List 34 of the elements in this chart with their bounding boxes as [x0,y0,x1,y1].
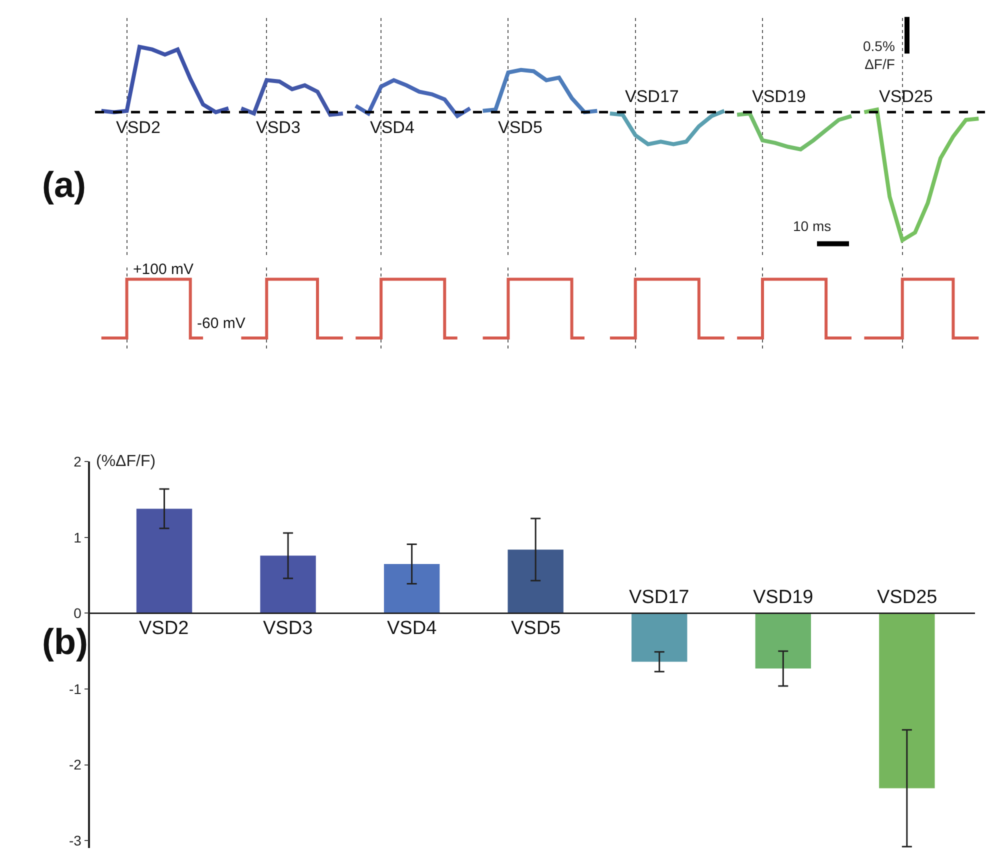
text: (a) [42,164,86,205]
y-tick-label: -1 [68,680,82,697]
bar [879,613,935,788]
annotation: 0.5% ΔF/F [863,38,895,72]
y-tick-label: -2 [68,756,82,773]
annotation: -60 mV [197,315,246,332]
bar [260,556,316,614]
text: +100 mV [133,261,194,278]
bar [384,564,440,614]
series-label: VSD19 [752,87,806,106]
bar [632,613,688,662]
x-tick-label: VSD2 [139,618,189,639]
x-tick-label: VSD3 [263,618,313,639]
x-tick-label: VSD17 [629,587,690,608]
bar [755,613,811,669]
y-tick-label: 2 [74,454,82,470]
y-axis-title: (%ΔF/F) [96,453,156,470]
y-tick-label: 0 [74,605,82,622]
bar [136,508,192,614]
series-label: VSD17 [625,87,679,106]
series-label: VSD3 [256,118,300,137]
annotation: 10 ms [793,218,832,234]
series-label: VSD5 [498,118,542,137]
bar [508,550,564,614]
x-tick-label: VSD19 [753,587,814,608]
x-tick-label: VSD25 [877,587,938,608]
series-label: VSD25 [879,87,933,106]
text: (b) [42,621,88,662]
series-label: VSD2 [116,118,160,137]
x-tick-label: VSD4 [387,618,438,639]
y-tick-label: 1 [74,529,82,546]
series-label: VSD4 [370,118,414,137]
x-tick-label: VSD5 [511,618,561,639]
y-tick-label: -3 [68,832,82,848]
